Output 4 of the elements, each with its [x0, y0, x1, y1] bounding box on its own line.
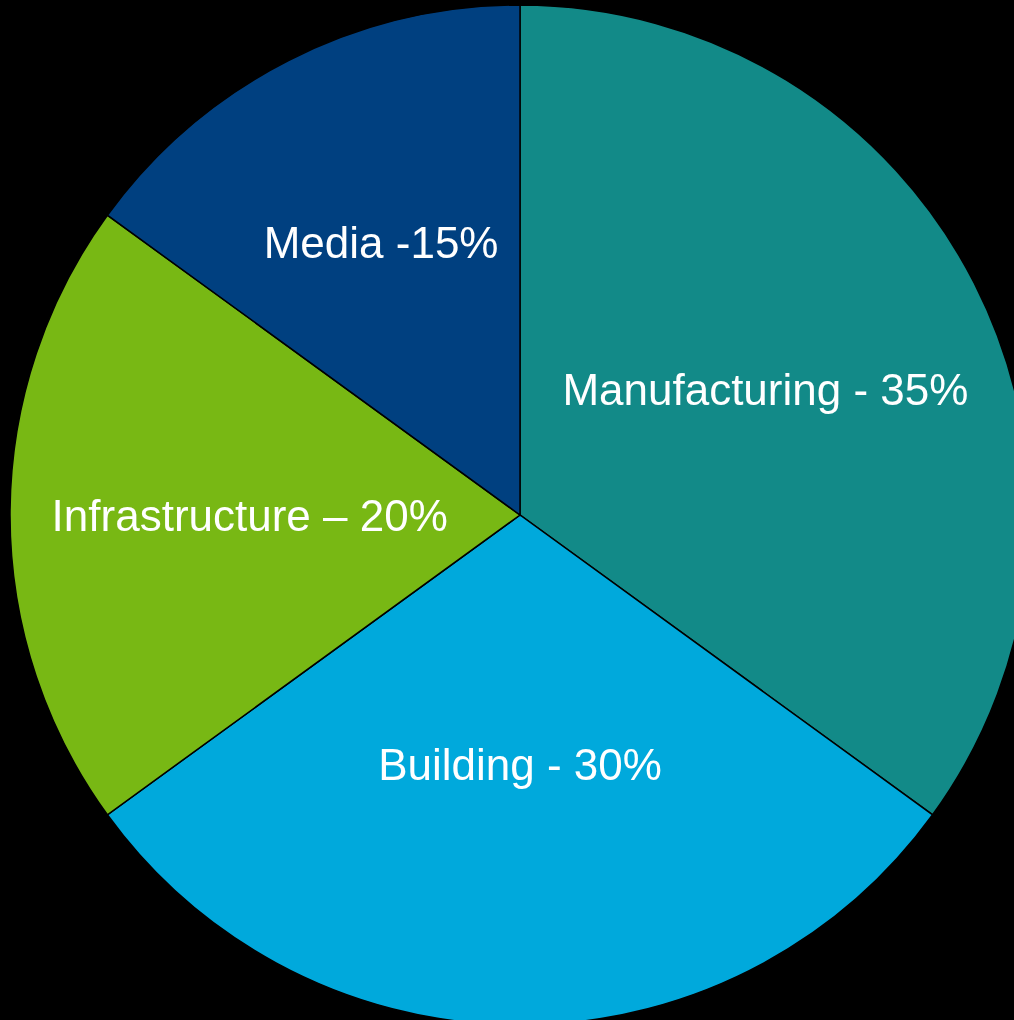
- slice-label: Manufacturing - 35%: [562, 365, 969, 415]
- slice-label: Building - 30%: [378, 740, 662, 790]
- slice-label: Media -15%: [263, 217, 499, 267]
- slice-label: Infrastructure – 20%: [51, 490, 448, 540]
